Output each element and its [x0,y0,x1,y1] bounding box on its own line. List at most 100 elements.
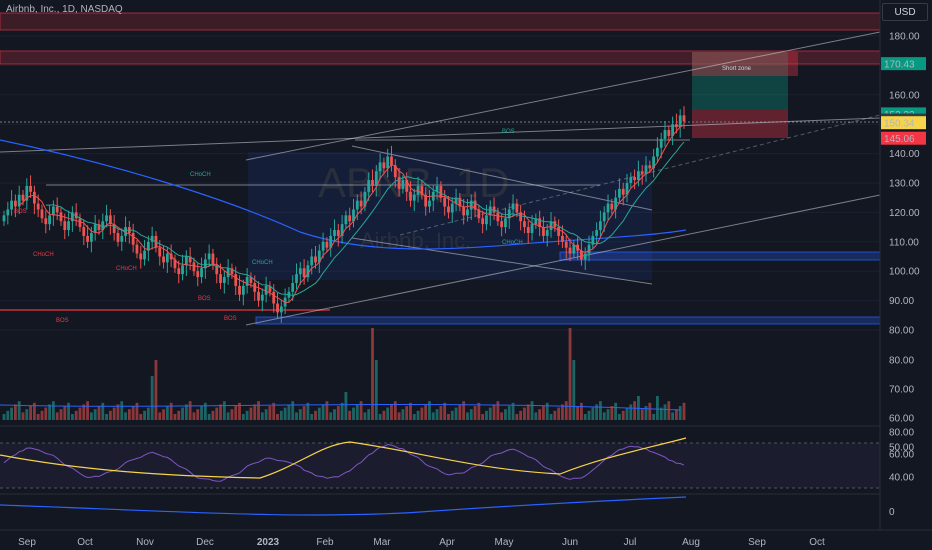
candle-body [295,274,298,283]
volume-bar [477,402,481,420]
rsi-ma [0,437,687,479]
volume-bar [576,406,580,420]
ma-slow [45,141,685,296]
candle-body [192,262,196,272]
candle-body [473,200,477,210]
candle-body [2,215,6,222]
candle-body [25,185,29,201]
volume-bar [572,360,576,420]
volume-bar [44,407,48,420]
volume-bar [329,412,333,420]
candle-body [63,221,67,231]
volume-bar [10,407,13,420]
candle-body [355,200,359,210]
candle-body [409,191,412,201]
time-tick: Jun [562,537,578,548]
volume-bar [378,414,382,420]
candle-body [215,265,219,275]
candle-body [260,294,264,301]
price-label-bg [881,116,926,130]
volume-bar [663,404,667,420]
candle-body [504,218,507,228]
candle-body [420,185,424,195]
time-tick: Jul [624,537,637,548]
candle-body [610,203,614,210]
volume-bar [276,414,279,420]
volume-bar [618,414,621,420]
candle-body [678,115,682,128]
time-tick: Sep [748,537,766,548]
volume-bar [583,414,587,420]
candle-body [150,235,154,242]
volume-bar [283,407,287,420]
candle-body [302,268,306,278]
candle-body [637,171,640,181]
volume-bar [675,409,678,420]
volume-bar [317,407,321,420]
candle-body [454,197,458,204]
volume-bar [500,412,504,420]
currency-button[interactable]: USD [882,3,928,21]
candle-body [120,235,124,242]
candle-body [108,215,112,225]
candle-body [55,206,59,213]
volume-bar [606,409,610,420]
candle-body [534,218,538,225]
volume-bar [6,410,10,420]
candle-body [219,274,222,283]
volume-bar [336,406,340,420]
volume-bar [488,407,492,420]
volume-bar [621,410,625,420]
candle-body [682,115,686,122]
volume-tick: 60.00 [889,414,914,425]
candle-body [158,247,162,257]
volume-bar [534,412,538,420]
bos-label-dec: BOS [224,316,237,322]
time-tick: 2023 [257,537,280,548]
candle-body [401,180,405,189]
candle-body [564,241,568,248]
volume-bar [48,404,51,420]
candle-body [507,209,511,219]
volume-bar [36,414,40,420]
volume-bar [568,328,572,420]
bos-line-left [0,309,330,311]
volume-bar [656,396,659,420]
candle-body [124,227,127,236]
volume-bar [93,409,97,420]
volume-bar [473,406,477,420]
volume-bar [382,410,386,420]
candle-body [116,232,120,242]
candle-body [538,218,542,228]
volume-bar [63,406,67,420]
volume-bar [374,360,378,420]
volume-bar [268,406,272,420]
volume-bar [504,409,507,420]
rsi-tick: 80.00 [889,428,914,439]
choch-label-oct2: CHoCH [116,266,137,272]
candle-body [374,171,378,186]
candle-body [112,224,116,233]
volume-bar [253,404,257,420]
candle-body [200,268,203,278]
candle-body [333,230,336,236]
volume-bar [82,404,86,420]
candle-body [371,180,374,186]
volume-bar [17,401,21,420]
volume-bar [306,402,310,420]
volume-bar [150,376,154,420]
candle-body [306,265,310,278]
volume-bar [238,402,241,420]
volume-ma [0,403,681,411]
volume-bar [70,414,74,420]
volume-bar [162,409,165,420]
price-label: 150.34 [884,119,915,130]
volume-bar [325,401,329,420]
candle-body [644,165,648,175]
candle-body [412,194,416,201]
candle-body [59,212,63,222]
candle-body [450,203,454,213]
volume-bar [557,407,561,420]
